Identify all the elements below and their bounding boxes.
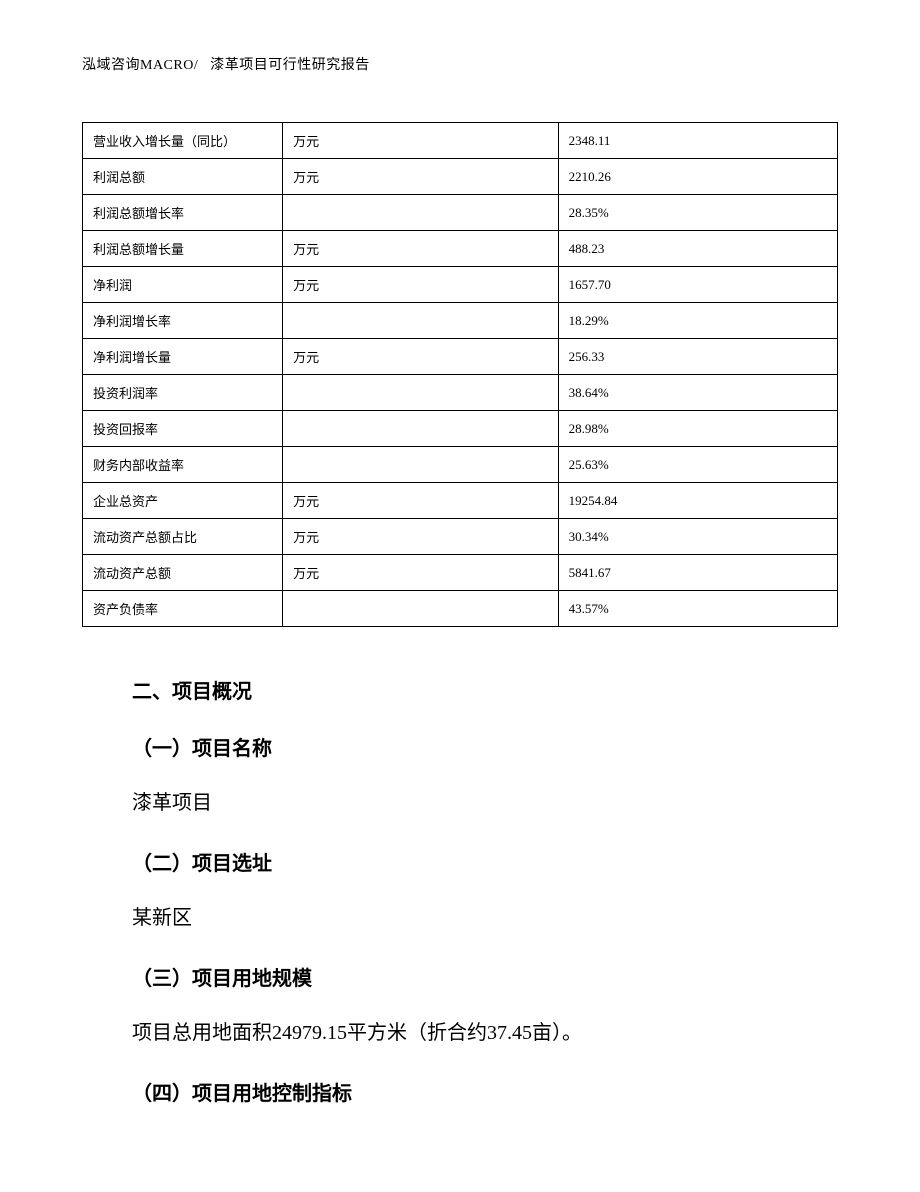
cell-value: 2210.26 — [558, 159, 837, 195]
subsection-3-heading: （三）项目用地规模 — [132, 962, 818, 991]
cell-indicator: 流动资产总额占比 — [83, 519, 283, 555]
cell-indicator: 利润总额增长量 — [83, 231, 283, 267]
page-header: 泓域咨询MACRO/ 漆革项目可行性研究报告 — [82, 54, 838, 74]
cell-unit — [283, 195, 559, 231]
cell-indicator: 投资利润率 — [83, 375, 283, 411]
cell-indicator: 投资回报率 — [83, 411, 283, 447]
cell-value: 1657.70 — [558, 267, 837, 303]
table-row: 净利润增长量 万元 256.33 — [83, 339, 838, 375]
table-row: 净利润 万元 1657.70 — [83, 267, 838, 303]
cell-indicator: 净利润 — [83, 267, 283, 303]
subsection-1-heading: （一）项目名称 — [132, 732, 818, 761]
table-row: 流动资产总额占比 万元 30.34% — [83, 519, 838, 555]
cell-unit: 万元 — [283, 555, 559, 591]
cell-unit — [283, 591, 559, 627]
cell-value: 5841.67 — [558, 555, 837, 591]
header-right: 漆革项目可行性研究报告 — [210, 58, 370, 73]
subsection-4-heading: （四）项目用地控制指标 — [132, 1077, 818, 1106]
cell-value: 28.98% — [558, 411, 837, 447]
cell-value: 30.34% — [558, 519, 837, 555]
cell-indicator: 净利润增长量 — [83, 339, 283, 375]
subsection-3-body: 项目总用地面积24979.15平方米（折合约37.45亩）。 — [132, 1017, 818, 1049]
table-row: 投资回报率 28.98% — [83, 411, 838, 447]
table-row: 营业收入增长量（同比） 万元 2348.11 — [83, 123, 838, 159]
table-row: 流动资产总额 万元 5841.67 — [83, 555, 838, 591]
cell-unit: 万元 — [283, 159, 559, 195]
cell-indicator: 利润总额 — [83, 159, 283, 195]
financial-table: 营业收入增长量（同比） 万元 2348.11 利润总额 万元 2210.26 利… — [82, 122, 838, 627]
table-row: 投资利润率 38.64% — [83, 375, 838, 411]
cell-value: 38.64% — [558, 375, 837, 411]
cell-unit: 万元 — [283, 339, 559, 375]
subsection-2-heading: （二）项目选址 — [132, 847, 818, 876]
table-row: 利润总额 万元 2210.26 — [83, 159, 838, 195]
cell-value: 19254.84 — [558, 483, 837, 519]
header-left: 泓域咨询MACRO/ — [82, 58, 198, 73]
table-row: 利润总额增长率 28.35% — [83, 195, 838, 231]
subsection-2-body: 某新区 — [132, 902, 818, 934]
table-row: 财务内部收益率 25.63% — [83, 447, 838, 483]
cell-unit: 万元 — [283, 267, 559, 303]
cell-value: 43.57% — [558, 591, 837, 627]
main-section-heading: 二、项目概况 — [132, 675, 818, 704]
cell-unit — [283, 411, 559, 447]
cell-unit: 万元 — [283, 123, 559, 159]
cell-unit: 万元 — [283, 519, 559, 555]
table-row: 企业总资产 万元 19254.84 — [83, 483, 838, 519]
cell-unit — [283, 447, 559, 483]
table-row: 资产负债率 43.57% — [83, 591, 838, 627]
cell-value: 18.29% — [558, 303, 837, 339]
cell-value: 25.63% — [558, 447, 837, 483]
cell-value: 28.35% — [558, 195, 837, 231]
subsection-1-body: 漆革项目 — [132, 787, 818, 819]
cell-unit — [283, 375, 559, 411]
cell-indicator: 净利润增长率 — [83, 303, 283, 339]
table-body: 营业收入增长量（同比） 万元 2348.11 利润总额 万元 2210.26 利… — [83, 123, 838, 627]
table-row: 净利润增长率 18.29% — [83, 303, 838, 339]
cell-value: 488.23 — [558, 231, 837, 267]
cell-indicator: 企业总资产 — [83, 483, 283, 519]
cell-indicator: 流动资产总额 — [83, 555, 283, 591]
cell-indicator: 利润总额增长率 — [83, 195, 283, 231]
cell-indicator: 财务内部收益率 — [83, 447, 283, 483]
cell-value: 2348.11 — [558, 123, 837, 159]
document-page: 泓域咨询MACRO/ 漆革项目可行性研究报告 营业收入增长量（同比） 万元 23… — [0, 0, 920, 1192]
cell-indicator: 营业收入增长量（同比） — [83, 123, 283, 159]
cell-value: 256.33 — [558, 339, 837, 375]
cell-unit: 万元 — [283, 483, 559, 519]
cell-indicator: 资产负债率 — [83, 591, 283, 627]
table-row: 利润总额增长量 万元 488.23 — [83, 231, 838, 267]
content-area: 二、项目概况 （一）项目名称 漆革项目 （二）项目选址 某新区 （三）项目用地规… — [82, 675, 838, 1106]
cell-unit — [283, 303, 559, 339]
cell-unit: 万元 — [283, 231, 559, 267]
